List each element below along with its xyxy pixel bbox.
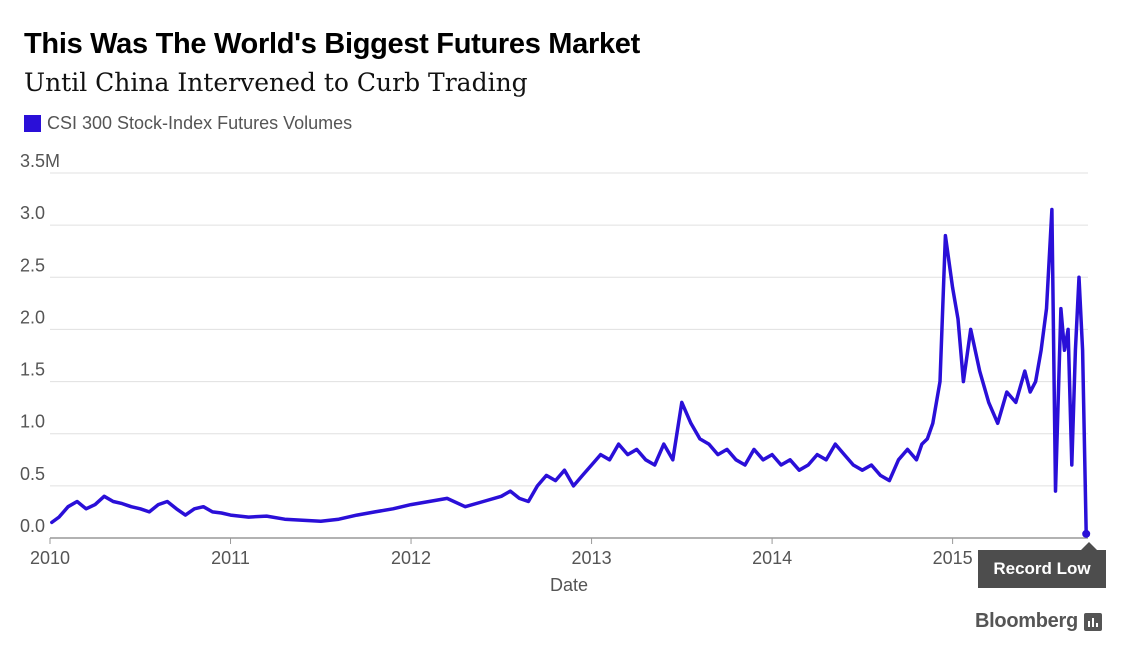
y-tick-label: 3.0 bbox=[20, 203, 45, 223]
x-tick-label: 2010 bbox=[30, 548, 70, 568]
brand-name: Bloomberg bbox=[975, 610, 1078, 632]
y-tick-label: 1.0 bbox=[20, 412, 45, 432]
chart-title: This Was The World's Biggest Futures Mar… bbox=[24, 28, 640, 60]
x-axis: 2010 2011 2012 2013 2014 2015 bbox=[30, 538, 973, 568]
y-tick-label: 0.0 bbox=[20, 516, 45, 536]
brand-logo: Bloomberg bbox=[975, 610, 1102, 633]
legend-swatch bbox=[24, 115, 41, 132]
x-tick-label: 2011 bbox=[211, 548, 250, 568]
record-low-marker bbox=[1082, 529, 1091, 538]
x-tick-label: 2012 bbox=[391, 548, 431, 568]
record-low-pointer bbox=[1081, 542, 1097, 550]
y-tick-label: 1.5 bbox=[20, 360, 45, 380]
y-tick-label: 3.5M bbox=[20, 151, 60, 171]
y-axis: 0.0 0.5 1.0 1.5 2.0 2.5 3.0 3.5M bbox=[20, 151, 60, 536]
grid-lines bbox=[50, 172, 1088, 539]
y-tick-label: 2.0 bbox=[20, 307, 45, 327]
chart-subtitle: Until China Intervened to Curb Trading bbox=[24, 68, 528, 97]
legend-label: CSI 300 Stock-Index Futures Volumes bbox=[47, 113, 353, 133]
record-low-annotation: Record Low bbox=[978, 550, 1106, 588]
bar-chart-icon bbox=[1083, 612, 1102, 631]
series-line bbox=[50, 207, 1088, 536]
legend: CSI 300 Stock-Index Futures Volumes bbox=[24, 113, 352, 134]
y-tick-label: 2.5 bbox=[20, 255, 45, 275]
x-axis-title: Date bbox=[550, 575, 588, 595]
y-tick-label: 0.5 bbox=[20, 464, 45, 484]
x-tick-label: 2013 bbox=[572, 548, 612, 568]
x-tick-label: 2015 bbox=[933, 548, 973, 568]
x-tick-label: 2014 bbox=[752, 548, 792, 568]
